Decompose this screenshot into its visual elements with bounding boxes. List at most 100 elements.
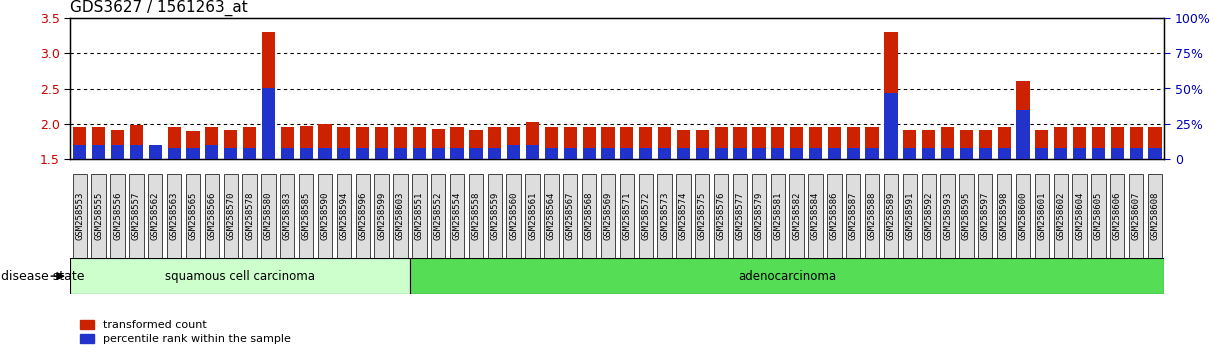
Bar — [92, 127, 106, 159]
Bar — [1016, 81, 1030, 159]
Text: GSM258602: GSM258602 — [1057, 192, 1065, 240]
Text: GSM258580: GSM258580 — [264, 192, 273, 240]
Bar — [545, 127, 558, 159]
Text: GSM258577: GSM258577 — [735, 192, 745, 240]
Bar — [110, 145, 124, 159]
Bar — [602, 127, 615, 159]
Bar — [488, 148, 501, 159]
Bar — [714, 127, 728, 159]
Bar — [941, 148, 955, 159]
Bar — [432, 148, 445, 159]
Bar — [734, 148, 747, 159]
Text: GSM258606: GSM258606 — [1112, 192, 1122, 240]
Bar — [73, 145, 86, 159]
Bar — [1035, 148, 1048, 159]
Bar — [1129, 127, 1143, 159]
FancyBboxPatch shape — [375, 174, 389, 258]
Bar — [507, 145, 520, 159]
Text: GSM258569: GSM258569 — [604, 192, 613, 240]
Bar — [639, 127, 653, 159]
FancyBboxPatch shape — [223, 174, 238, 258]
Bar — [677, 148, 690, 159]
Bar — [149, 145, 161, 159]
Bar — [300, 126, 313, 159]
Text: GSM258553: GSM258553 — [75, 192, 84, 240]
Bar — [979, 130, 992, 159]
Bar — [922, 130, 935, 159]
Bar — [1074, 127, 1086, 159]
Bar — [450, 148, 463, 159]
FancyBboxPatch shape — [243, 174, 257, 258]
FancyBboxPatch shape — [412, 174, 427, 258]
Legend: transformed count, percentile rank within the sample: transformed count, percentile rank withi… — [76, 315, 295, 348]
Bar — [771, 127, 785, 159]
Text: GSM258578: GSM258578 — [245, 192, 254, 240]
Text: GSM258594: GSM258594 — [340, 192, 348, 240]
FancyBboxPatch shape — [845, 174, 860, 258]
FancyBboxPatch shape — [450, 174, 465, 258]
Text: GSM258554: GSM258554 — [452, 192, 462, 240]
Bar — [620, 127, 633, 159]
Text: GSM258576: GSM258576 — [717, 192, 725, 240]
Bar — [677, 130, 690, 159]
Bar — [790, 127, 803, 159]
FancyBboxPatch shape — [525, 174, 540, 258]
Bar — [167, 148, 181, 159]
FancyBboxPatch shape — [997, 174, 1012, 258]
Text: GSM258551: GSM258551 — [415, 192, 423, 240]
FancyBboxPatch shape — [488, 174, 502, 258]
FancyBboxPatch shape — [318, 174, 332, 258]
Bar — [205, 127, 218, 159]
Bar — [187, 148, 200, 159]
Bar — [450, 127, 463, 159]
Bar — [1149, 127, 1162, 159]
Bar — [1035, 130, 1048, 159]
Text: GSM258563: GSM258563 — [170, 192, 178, 240]
Bar — [300, 148, 313, 159]
Bar — [92, 145, 106, 159]
Bar — [375, 127, 388, 159]
Text: GSM258581: GSM258581 — [773, 192, 782, 240]
Bar — [130, 125, 143, 159]
Bar — [564, 127, 577, 159]
FancyBboxPatch shape — [205, 174, 220, 258]
FancyBboxPatch shape — [620, 174, 634, 258]
Bar — [412, 148, 426, 159]
Text: GSM258589: GSM258589 — [887, 192, 895, 240]
FancyBboxPatch shape — [393, 174, 408, 258]
Text: GSM258561: GSM258561 — [528, 192, 537, 240]
Bar — [922, 148, 935, 159]
Bar — [620, 148, 633, 159]
FancyBboxPatch shape — [865, 174, 879, 258]
Bar — [412, 127, 426, 159]
FancyBboxPatch shape — [431, 174, 445, 258]
Bar — [1054, 148, 1067, 159]
FancyBboxPatch shape — [600, 174, 615, 258]
Bar — [469, 130, 483, 159]
Bar — [224, 130, 238, 159]
Bar — [507, 127, 520, 159]
FancyBboxPatch shape — [167, 174, 181, 258]
Bar — [394, 127, 408, 159]
Text: GSM258566: GSM258566 — [207, 192, 216, 240]
Text: GSM258571: GSM258571 — [622, 192, 631, 240]
FancyBboxPatch shape — [563, 174, 577, 258]
FancyBboxPatch shape — [1092, 174, 1105, 258]
Bar — [357, 148, 369, 159]
Bar — [73, 127, 86, 159]
Bar — [526, 122, 539, 159]
FancyBboxPatch shape — [733, 174, 747, 258]
Bar — [1092, 127, 1105, 159]
FancyBboxPatch shape — [752, 174, 767, 258]
Text: GSM258560: GSM258560 — [509, 192, 518, 240]
Text: GSM258559: GSM258559 — [490, 192, 500, 240]
Bar — [639, 148, 653, 159]
Text: GSM258587: GSM258587 — [849, 192, 858, 240]
Text: GSM258570: GSM258570 — [226, 192, 235, 240]
Text: GSM258558: GSM258558 — [472, 192, 480, 240]
FancyBboxPatch shape — [355, 174, 370, 258]
Bar — [1129, 148, 1143, 159]
Bar — [752, 148, 765, 159]
FancyBboxPatch shape — [1054, 174, 1067, 258]
Text: GSM258584: GSM258584 — [811, 192, 820, 240]
